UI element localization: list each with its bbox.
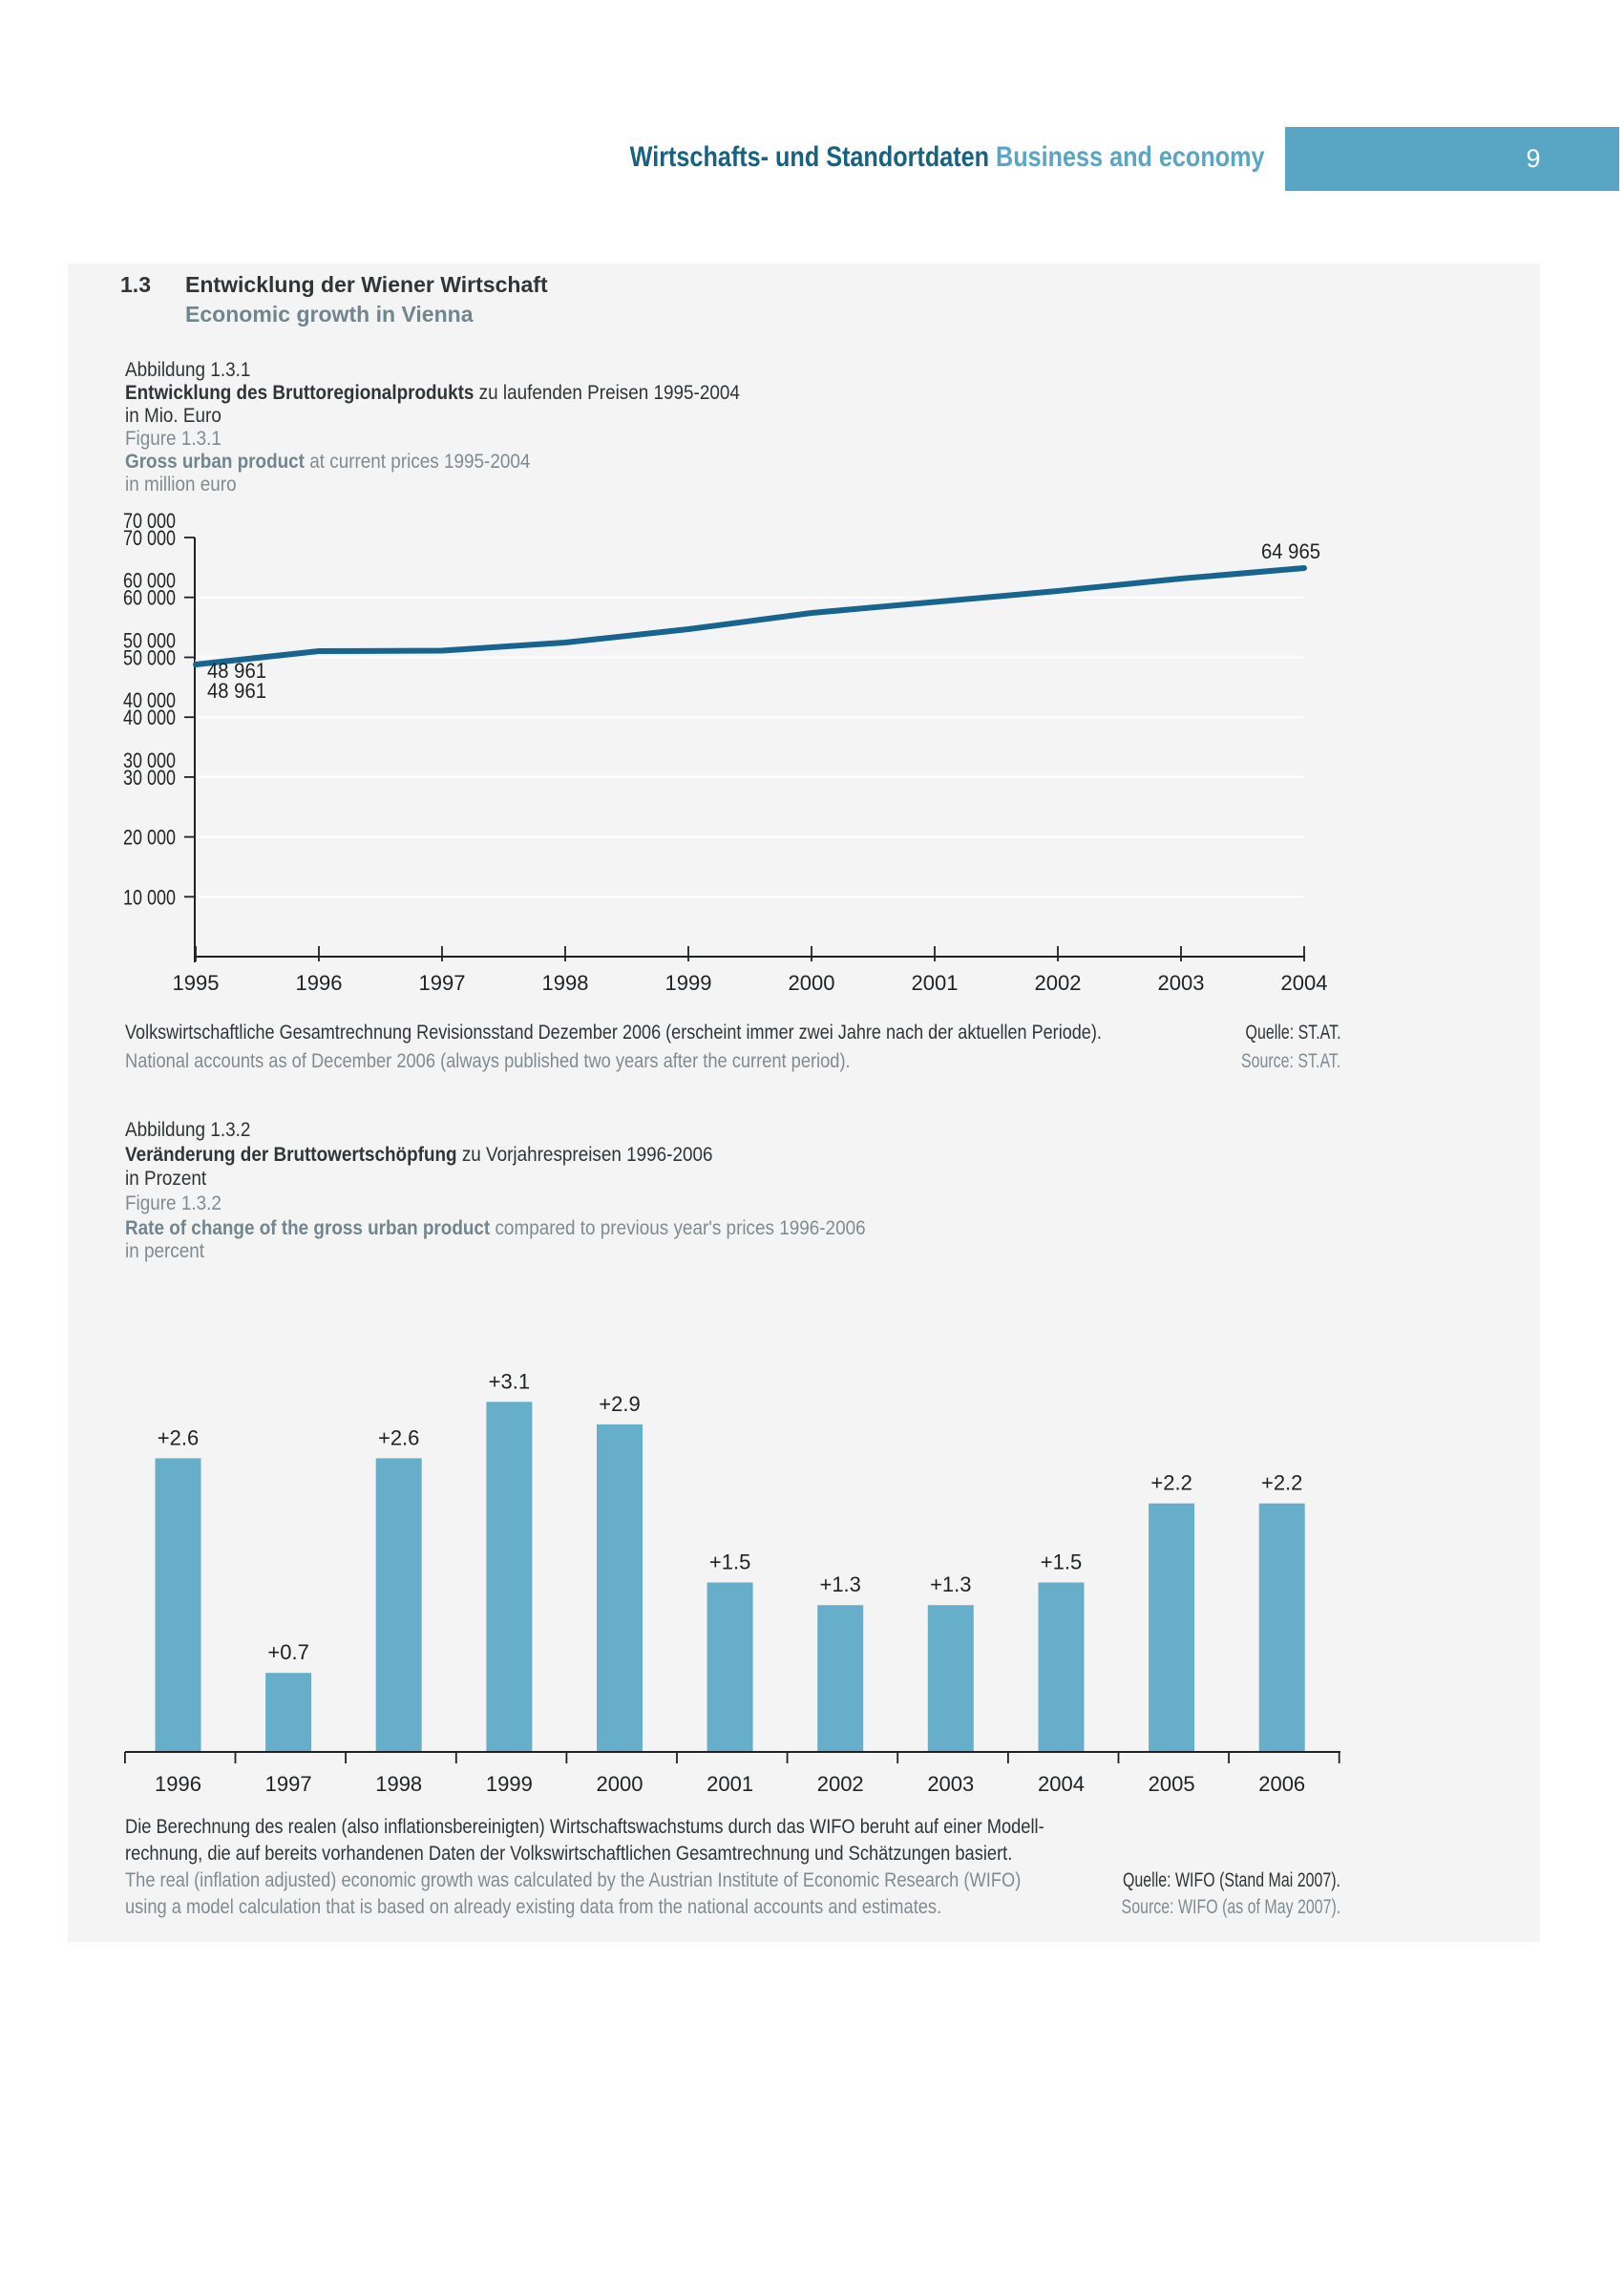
svg-text:2003: 2003 <box>927 1772 974 1796</box>
svg-text:2003: 2003 <box>1158 971 1205 995</box>
svg-text:2002: 2002 <box>817 1772 864 1796</box>
svg-text:40 000: 40 000 <box>123 688 176 712</box>
svg-text:30 000: 30 000 <box>123 749 176 772</box>
svg-text:2002: 2002 <box>1035 971 1082 995</box>
svg-text:1995: 1995 <box>173 971 220 995</box>
svg-text:40 000: 40 000 <box>123 706 176 729</box>
svg-text:1997: 1997 <box>419 971 466 995</box>
svg-text:2001: 2001 <box>707 1772 753 1796</box>
svg-text:2004: 2004 <box>1038 1772 1085 1796</box>
svg-text:70 000: 70 000 <box>123 526 176 550</box>
svg-text:48 961: 48 961 <box>207 679 266 703</box>
svg-text:+3.1: +3.1 <box>489 1369 530 1393</box>
svg-text:20 000: 20 000 <box>123 826 176 850</box>
svg-text:1998: 1998 <box>375 1772 422 1796</box>
svg-text:2000: 2000 <box>597 1772 643 1796</box>
svg-text:1998: 1998 <box>542 971 589 995</box>
svg-text:+2.2: +2.2 <box>1150 1471 1192 1495</box>
svg-text:60 000: 60 000 <box>123 586 176 610</box>
svg-text:2000: 2000 <box>789 971 835 995</box>
svg-text:2005: 2005 <box>1149 1772 1195 1796</box>
svg-text:+1.5: +1.5 <box>1041 1550 1082 1574</box>
svg-text:2001: 2001 <box>912 971 959 995</box>
svg-text:1996: 1996 <box>155 1772 201 1796</box>
svg-text:+2.6: +2.6 <box>158 1425 199 1449</box>
svg-text:+0.7: +0.7 <box>267 1640 308 1664</box>
svg-text:+1.5: +1.5 <box>709 1550 750 1574</box>
svg-text:50 000: 50 000 <box>123 629 176 653</box>
svg-text:60 000: 60 000 <box>123 569 176 593</box>
svg-text:10 000: 10 000 <box>123 885 176 909</box>
svg-text:64 965: 64 965 <box>1261 539 1320 563</box>
svg-text:+1.3: +1.3 <box>930 1572 971 1596</box>
svg-text:+1.3: +1.3 <box>819 1572 860 1596</box>
svg-text:50 000: 50 000 <box>123 646 176 670</box>
svg-text:+2.6: +2.6 <box>378 1425 419 1449</box>
svg-text:1997: 1997 <box>265 1772 312 1796</box>
svg-text:1999: 1999 <box>665 971 712 995</box>
svg-text:2006: 2006 <box>1258 1772 1305 1796</box>
svg-text:+2.9: +2.9 <box>599 1392 640 1416</box>
svg-text:9: 9 <box>1526 144 1540 173</box>
svg-text:70 000: 70 000 <box>123 509 176 533</box>
svg-text:1996: 1996 <box>296 971 343 995</box>
svg-text:30 000: 30 000 <box>123 766 176 790</box>
svg-text:+2.2: +2.2 <box>1261 1471 1302 1495</box>
svg-text:48 961: 48 961 <box>207 659 266 683</box>
svg-text:2004: 2004 <box>1281 971 1328 995</box>
svg-text:1999: 1999 <box>486 1772 533 1796</box>
